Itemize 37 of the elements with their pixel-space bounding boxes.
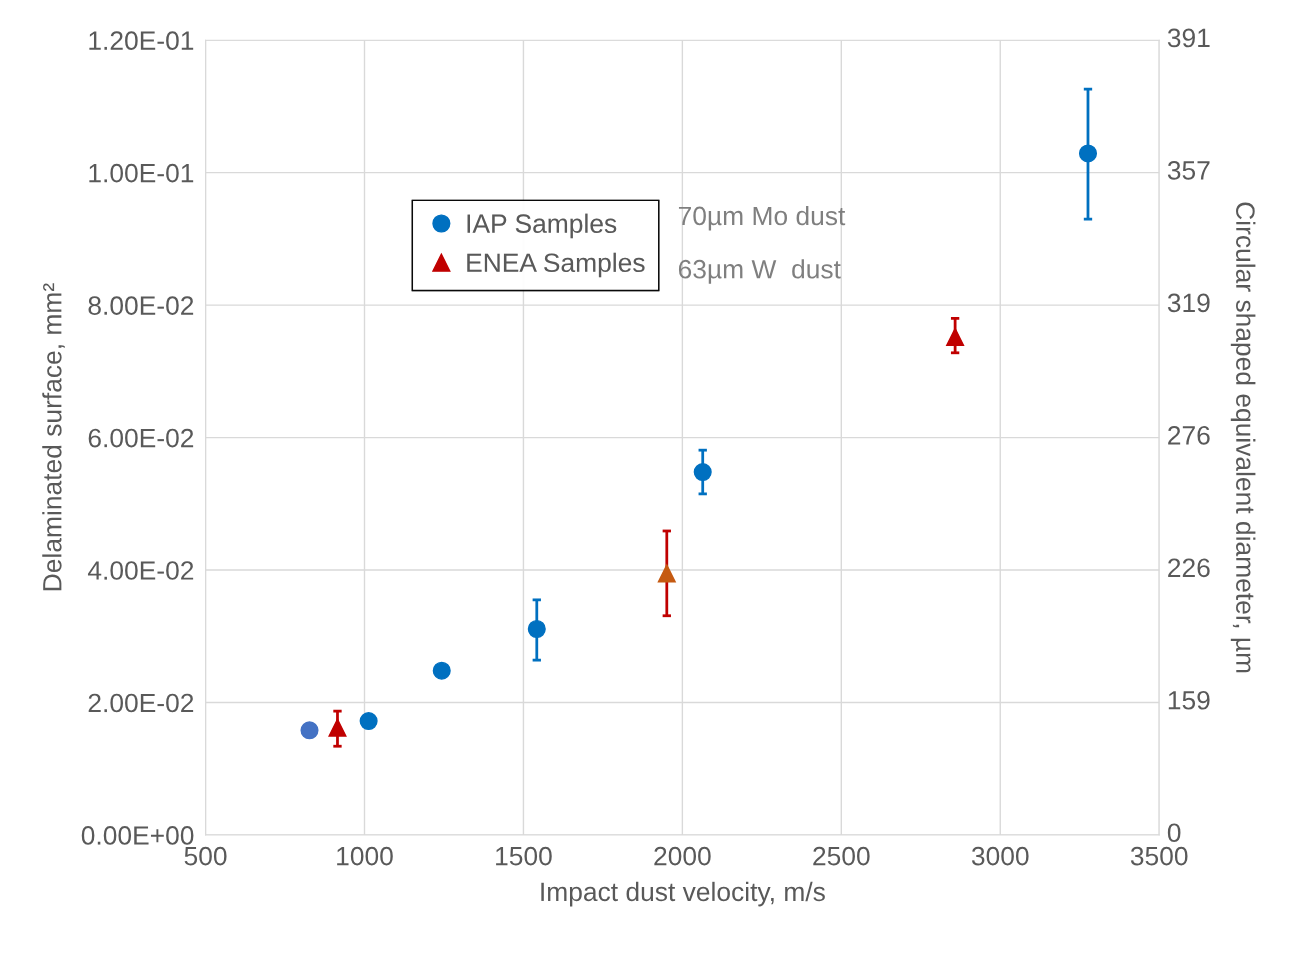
y-tick-label: 1.20E-01 (89, 31, 194, 51)
x-tick-label: 3500 (1130, 846, 1188, 866)
text: 0 (1167, 823, 1181, 843)
point (300, 721, 319, 740)
y-tick-label: 8.00E-02 (88, 296, 194, 315)
y-tick-label: 6.00E-02 (88, 428, 194, 448)
point (657, 564, 676, 583)
x-tick-label: 500 (184, 846, 227, 866)
point (432, 661, 451, 680)
annotation: 70µm Mo dust (678, 205, 846, 231)
x-tick-label: 2000 (654, 846, 711, 866)
y-tick-label: 1.00E-01 (89, 163, 194, 183)
text: 357 (1167, 161, 1210, 180)
point (328, 718, 347, 737)
x-tick-label: 3000 (971, 846, 1029, 866)
text: 276 (1168, 425, 1210, 445)
legend-label: IAP Samples (467, 213, 617, 239)
point (693, 463, 712, 482)
x-tick-label: 1000 (337, 846, 393, 866)
y-tick-label: 0.00E+00 (81, 826, 194, 845)
y-tick-label: 4.00E-02 (87, 561, 194, 580)
x-axis-title: Impact dust velocity, m/s (541, 881, 825, 907)
annotation: 63µm W dust (678, 259, 841, 284)
y2-axis-title: Circular shaped equivalent diameter, µm (1230, 202, 1256, 673)
text: 391 (1167, 28, 1210, 48)
legend-label: ENEA Samples (467, 252, 645, 278)
x-tick-label: 2500 (813, 846, 870, 866)
text: 226 (1168, 558, 1210, 578)
x-tick-label: 1500 (496, 846, 552, 866)
point (359, 712, 378, 731)
point (1078, 144, 1098, 163)
y-axis-title: Delaminated surface, mm² (42, 283, 65, 591)
point (946, 327, 965, 346)
point (527, 619, 546, 639)
text: 319 (1167, 293, 1210, 313)
text: 159 (1168, 690, 1210, 710)
y-tick-label: 2.00E-02 (88, 693, 194, 713)
